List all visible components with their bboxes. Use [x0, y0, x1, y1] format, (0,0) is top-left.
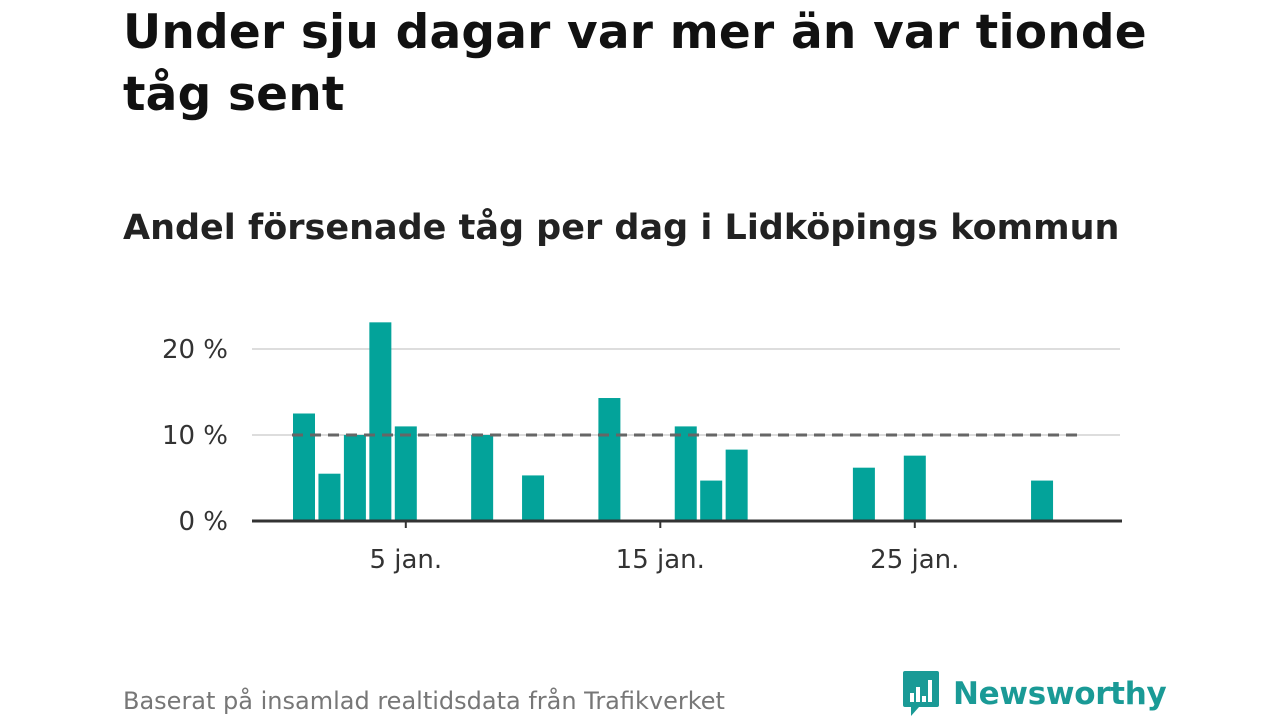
bar: [343, 435, 366, 521]
bar: [369, 322, 392, 521]
axes: 0 % 10 % 20 % 5 jan. 15 jan. 25 jan.: [162, 335, 1122, 575]
bar: [725, 449, 748, 521]
bar: [522, 475, 545, 521]
bar: [903, 455, 926, 521]
newsworthy-logo-icon: [903, 671, 939, 716]
source-note: Baserat på insamlad realtidsdata från Tr…: [123, 687, 725, 715]
bars: [293, 322, 1054, 521]
bar: [1031, 480, 1054, 521]
bar: [852, 467, 875, 521]
bar: [471, 435, 494, 521]
bar: [318, 473, 341, 521]
y-tick-label: 0 %: [178, 507, 228, 537]
x-tick-label: 5 jan.: [369, 545, 442, 575]
bar: [700, 480, 723, 521]
logo-text: Newsworthy: [953, 676, 1167, 712]
y-tick-label: 10 %: [162, 421, 228, 451]
chart-subtitle: Andel försenade tåg per dag i Lidköpings…: [123, 208, 1120, 248]
bar: [674, 426, 697, 521]
bar: [394, 426, 417, 521]
newsworthy-logo[interactable]: Newsworthy: [901, 669, 1167, 719]
x-tick-label: 15 jan.: [616, 545, 705, 575]
bar: [293, 413, 315, 521]
chart-title: Under sju dagar var mer än var tionde tå…: [123, 5, 1147, 122]
x-tick-label: 25 jan.: [870, 545, 959, 575]
y-tick-label: 20 %: [162, 335, 228, 365]
bar: [598, 398, 621, 521]
